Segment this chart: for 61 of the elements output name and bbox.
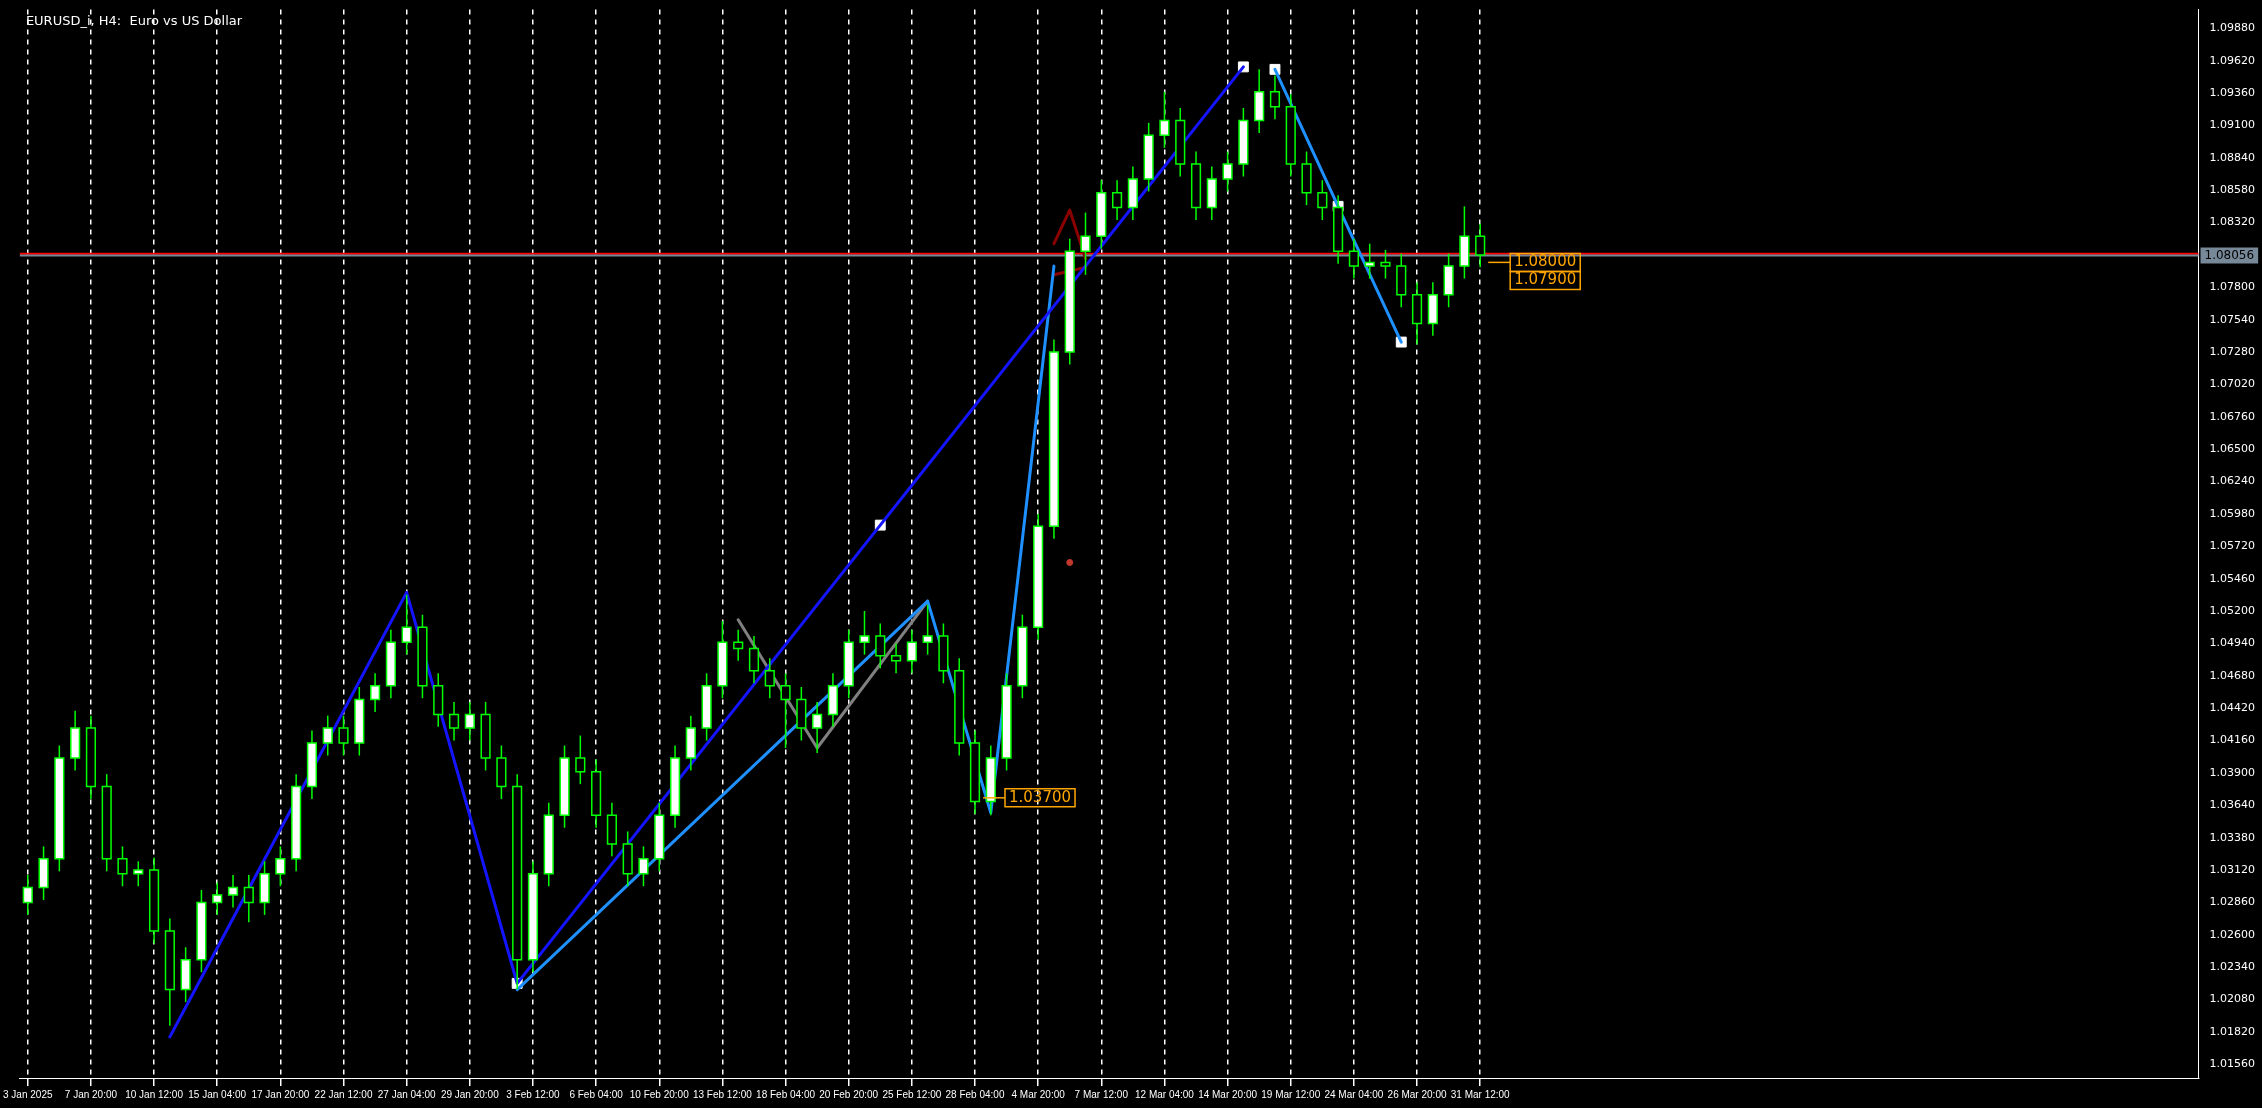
y-tick-label: 1.02080 [2209, 992, 2256, 1006]
annotation: 1.03700 [1009, 787, 1072, 806]
y-tick-label: 1.06240 [2209, 474, 2256, 488]
x-tick-label: 18 Feb 04:00 [756, 1088, 816, 1100]
y-tick-label: 1.05980 [2209, 506, 2256, 520]
y-tick-label: 1.08840 [2209, 150, 2256, 164]
x-tick-label: 24 Mar 04:00 [1324, 1088, 1384, 1100]
y-tick-label: 1.08320 [2209, 215, 2256, 229]
x-tick-label: 13 Feb 12:00 [692, 1088, 753, 1100]
x-tick-label: 31 Mar 12:00 [1450, 1088, 1511, 1100]
y-tick-label: 1.09880 [2209, 21, 2256, 35]
x-tick-label: 10 Feb 20:00 [629, 1088, 690, 1100]
y-tick-label: 1.04940 [2209, 636, 2256, 650]
y-tick-label: 1.02340 [2209, 960, 2256, 974]
x-tick-label: 15 Jan 04:00 [188, 1088, 247, 1100]
y-tick-label: 1.04420 [2209, 701, 2256, 715]
x-tick-label: 26 Mar 20:00 [1387, 1088, 1447, 1100]
y-tick-label: 1.04160 [2209, 733, 2256, 747]
y-tick-label: 1.03380 [2209, 830, 2256, 844]
x-tick-label: 10 Jan 12:00 [125, 1088, 184, 1100]
x-tick-label: 19 Mar 12:00 [1261, 1088, 1321, 1100]
y-tick-label: 1.01820 [2209, 1024, 2256, 1038]
x-tick-label: 7 Mar 12:00 [1074, 1088, 1129, 1100]
x-tick-label: 25 Feb 12:00 [882, 1088, 942, 1100]
y-tick-label: 1.05720 [2209, 539, 2256, 553]
x-tick-label: 7 Jan 20:00 [64, 1088, 118, 1100]
x-tick-label: 14 Mar 20:00 [1198, 1088, 1258, 1100]
x-tick-label: 29 Jan 20:00 [440, 1088, 500, 1100]
x-tick-label: 12 Mar 04:00 [1134, 1088, 1195, 1100]
y-tick-label: 1.07020 [2209, 377, 2256, 391]
x-tick-label: 27 Jan 04:00 [377, 1088, 437, 1100]
x-tick-label: 3 Jan 2025 [3, 1088, 53, 1100]
y-tick-label: 1.08580 [2209, 183, 2256, 197]
chart-title: EURUSD_i, H4: Euro vs US Dollar [25, 13, 243, 29]
y-tick-label: 1.07540 [2209, 312, 2256, 326]
y-tick-label: 1.06760 [2209, 409, 2256, 423]
y-tick-label: 1.07280 [2209, 344, 2256, 358]
y-tick-label: 1.06500 [2209, 442, 2256, 456]
y-tick-label: 1.05460 [2209, 571, 2256, 585]
y-tick-label: 1.03120 [2209, 862, 2256, 876]
y-tick-label: 1.03900 [2209, 765, 2256, 779]
y-tick-label: 1.09620 [2209, 53, 2256, 67]
x-tick-label: 20 Feb 20:00 [819, 1088, 879, 1100]
y-tick-label: 1.05200 [2209, 603, 2256, 617]
annotation: 1.07900 [1514, 270, 1577, 289]
x-tick-label: 3 Feb 12:00 [506, 1088, 561, 1100]
x-tick-label: 4 Mar 20:00 [1011, 1088, 1066, 1100]
x-tick-label: 22 Jan 12:00 [314, 1088, 373, 1100]
y-tick-label: 1.09360 [2209, 85, 2256, 99]
ref-line-label: 1.08056 [2204, 247, 2255, 262]
y-tick-label: 1.07800 [2209, 280, 2256, 294]
x-tick-label: 6 Feb 04:00 [569, 1088, 624, 1100]
x-tick-label: 17 Jan 20:00 [251, 1088, 310, 1100]
y-tick-label: 1.09100 [2209, 118, 2256, 132]
y-tick-label: 1.01560 [2209, 1057, 2256, 1071]
annotation: 1.08000 [1514, 252, 1577, 271]
y-tick-label: 1.02860 [2209, 895, 2256, 909]
y-tick-label: 1.03640 [2209, 798, 2256, 812]
y-tick-label: 1.04680 [2209, 668, 2256, 682]
x-tick-label: 28 Feb 04:00 [945, 1088, 1005, 1100]
y-tick-label: 1.02600 [2209, 927, 2256, 941]
